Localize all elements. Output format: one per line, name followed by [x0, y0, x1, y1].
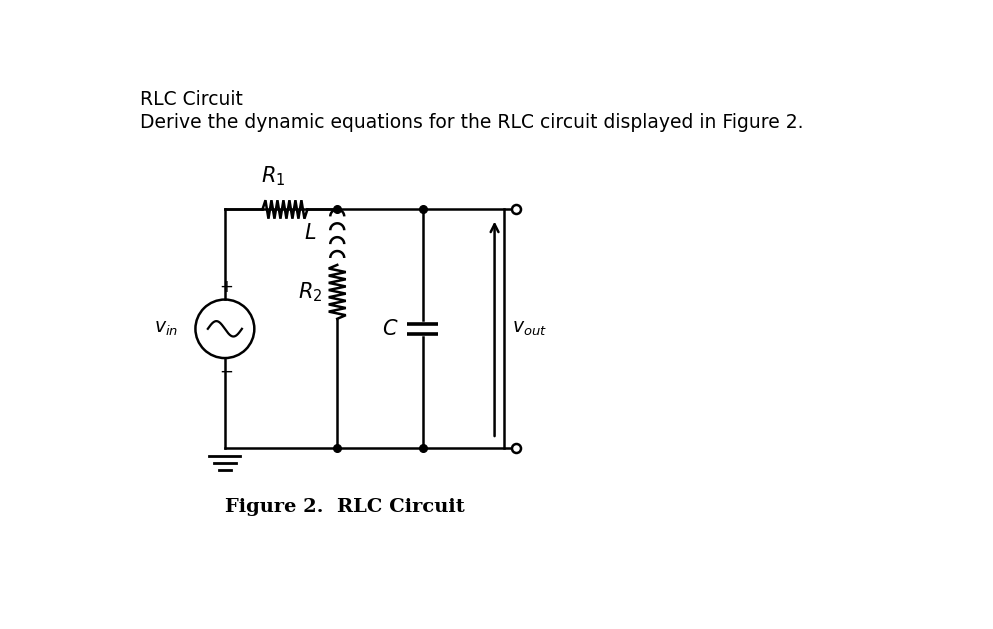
- Text: $-$: $-$: [219, 362, 233, 379]
- Text: $v_{in}$: $v_{in}$: [154, 320, 179, 338]
- Text: Figure 2.  RLC Circuit: Figure 2. RLC Circuit: [224, 498, 465, 516]
- Text: $R_1$: $R_1$: [261, 164, 286, 188]
- Text: $v_{out}$: $v_{out}$: [511, 320, 546, 338]
- Text: RLC Circuit: RLC Circuit: [140, 90, 242, 109]
- Text: $L$: $L$: [304, 223, 317, 243]
- Text: $R_2$: $R_2$: [298, 280, 323, 304]
- Text: $C$: $C$: [381, 319, 398, 339]
- Text: $+$: $+$: [219, 278, 233, 296]
- Text: Derive the dynamic equations for the RLC circuit displayed in Figure 2.: Derive the dynamic equations for the RLC…: [140, 113, 803, 132]
